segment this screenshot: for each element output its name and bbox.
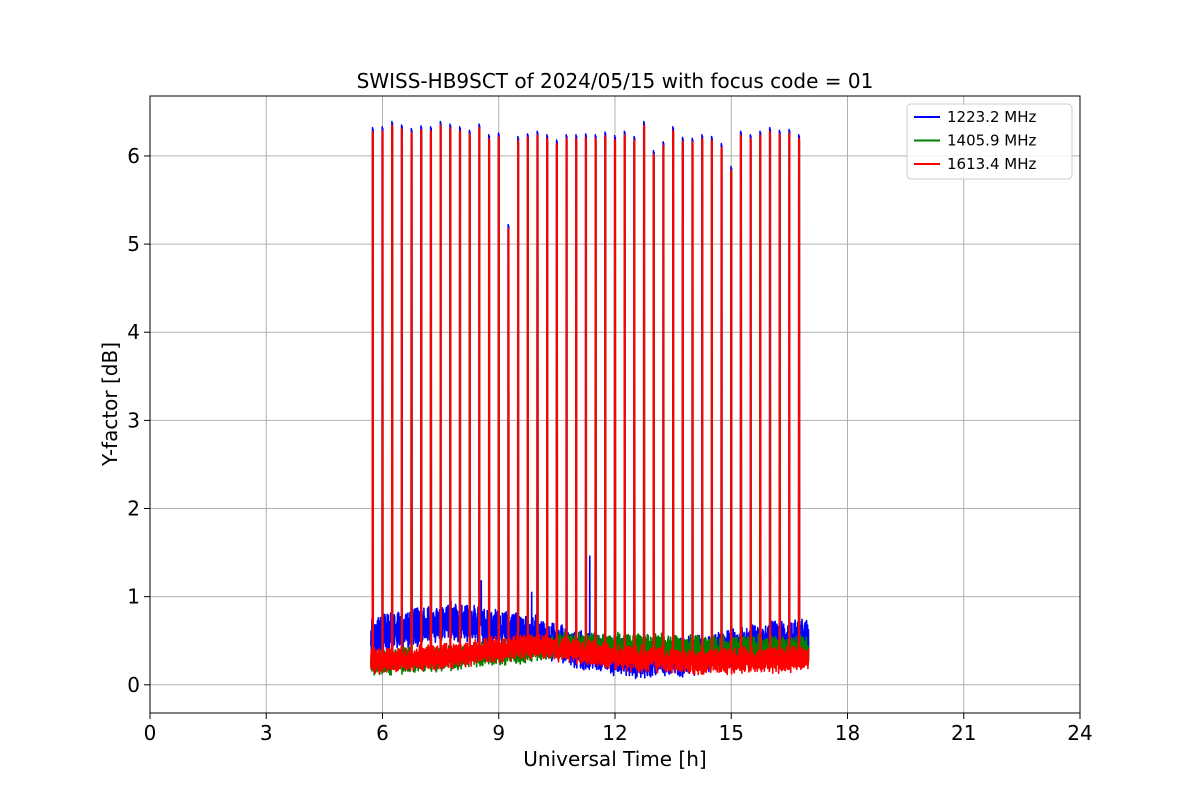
legend-label-3: 1613.4 MHz [947,155,1036,173]
series-line-3 [370,124,810,676]
x-axis-ticks: 0 3 6 9 12 15 18 21 24 [144,713,1093,745]
legend-box [906,103,1073,180]
chart-title: SWISS-HB9SCT of 2024/05/15 with focus co… [357,69,874,93]
series-layer [370,120,810,680]
x-tick-label: 0 [144,721,157,745]
y-axis-label: Y-factor [dB] [98,342,122,467]
y-tick-label: 2 [127,497,140,521]
y-tick-label: 4 [127,320,140,344]
x-tick-label: 9 [492,721,505,745]
legend-label-1: 1223.2 MHz [947,108,1036,126]
x-tick-label: 18 [835,721,860,745]
y-tick-label: 0 [127,673,140,697]
legend: 1223.2 MHz 1405.9 MHz 1613.4 MHz [906,103,1073,180]
x-tick-label: 3 [260,721,273,745]
y-tick-label: 5 [127,232,140,256]
series-line-1 [370,120,810,680]
x-tick-label: 12 [602,721,627,745]
x-axis-label: Universal Time [h] [523,747,706,771]
x-tick-label: 6 [376,721,389,745]
x-tick-label: 24 [1067,721,1092,745]
y-tick-label: 3 [127,408,140,432]
x-tick-label: 15 [719,721,744,745]
y-axis-ticks: 0 1 2 3 4 5 6 [127,144,150,697]
legend-label-2: 1405.9 MHz [947,132,1036,150]
y-tick-label: 1 [127,585,140,609]
y-tick-label: 6 [127,144,140,168]
x-tick-label: 21 [951,721,976,745]
